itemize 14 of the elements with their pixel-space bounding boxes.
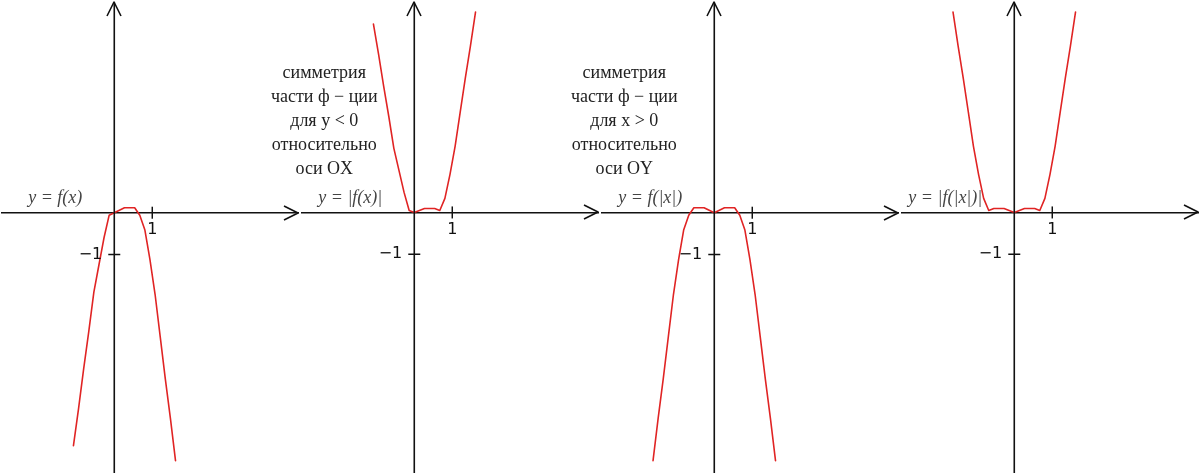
series-label: y = f(|x|): [616, 187, 683, 209]
text: 1: [447, 218, 458, 238]
series-label: y = |f(|x|)|: [906, 187, 983, 209]
series-label: y = |f(x)|: [316, 187, 383, 209]
series-label: y = f(x): [26, 187, 83, 209]
annotation: 1: [747, 218, 758, 238]
text: −1: [378, 243, 403, 263]
annotation: симметрия части ф − ции для x > 0 относительно оси OY: [570, 61, 678, 180]
text: 1: [1047, 218, 1058, 238]
annotation: 1: [147, 218, 158, 238]
text: −1: [978, 243, 1003, 263]
annotation: симметрия части ф − ции для y < 0 относительно оси OX: [270, 61, 378, 180]
annotation: −1: [678, 243, 703, 263]
annotation: −1: [78, 243, 103, 263]
